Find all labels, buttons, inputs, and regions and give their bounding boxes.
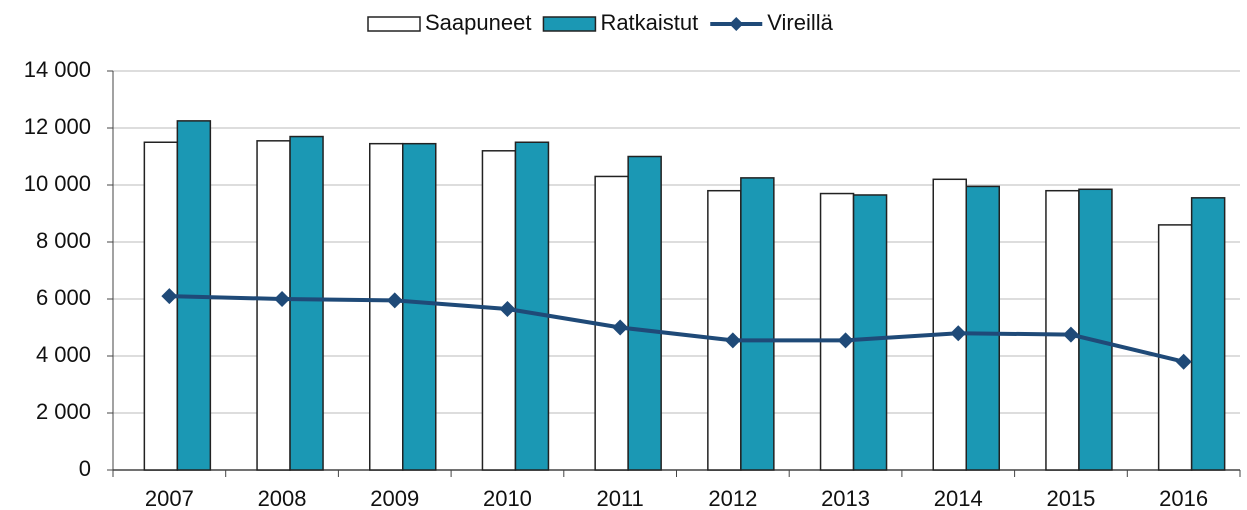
x-tick-label: 2014 — [934, 486, 983, 510]
bar — [289, 135, 324, 471]
bar — [627, 155, 662, 471]
bar — [740, 177, 775, 471]
bar — [852, 194, 888, 471]
y-tick-label: 6 000 — [36, 285, 91, 310]
y-tick-label: 14 000 — [24, 57, 91, 82]
bar — [932, 178, 967, 471]
x-tick-label: 2007 — [145, 486, 194, 510]
bar — [256, 140, 291, 471]
bar — [143, 141, 179, 471]
bar — [965, 185, 1000, 471]
y-tick-label: 4 000 — [36, 342, 91, 367]
marker — [612, 319, 629, 336]
bar — [369, 142, 404, 471]
y-tick-label: 8 000 — [36, 228, 91, 253]
x-tick-label: 2010 — [483, 486, 532, 510]
line — [169, 294, 1185, 364]
bar — [1157, 224, 1193, 471]
legend-label: Saapuneet — [425, 10, 531, 35]
bar — [402, 142, 437, 471]
legend-swatch — [542, 16, 597, 32]
legend-label: Ratkaistut — [600, 10, 698, 35]
marker — [837, 332, 854, 349]
marker — [1175, 353, 1192, 370]
marker — [386, 292, 403, 309]
bar — [707, 189, 742, 471]
x-tick-label: 2016 — [1159, 486, 1208, 510]
y-tick-label: 10 000 — [24, 171, 91, 196]
legend-label: Vireillä — [767, 10, 833, 35]
x-tick-label: 2012 — [708, 486, 757, 510]
y-tick-label: 0 — [79, 456, 91, 481]
marker — [1062, 326, 1079, 343]
marker — [950, 325, 967, 342]
marker — [499, 300, 516, 317]
x-tick-label: 2009 — [370, 486, 419, 510]
x-tick-label: 2015 — [1046, 486, 1095, 510]
bar — [514, 141, 550, 471]
marker — [274, 291, 291, 307]
y-tick-label: 2 000 — [36, 399, 91, 424]
bar — [1078, 188, 1113, 471]
legend-marker — [729, 17, 744, 31]
marker — [724, 332, 741, 349]
marker — [161, 288, 178, 305]
bar — [1190, 197, 1226, 471]
x-tick-label: 2008 — [258, 486, 307, 510]
x-tick-label: 2013 — [821, 486, 870, 510]
legend-swatch — [367, 16, 421, 32]
y-tick-label: 12 000 — [24, 114, 91, 139]
x-tick-label: 2011 — [596, 486, 643, 510]
bar — [819, 192, 855, 471]
